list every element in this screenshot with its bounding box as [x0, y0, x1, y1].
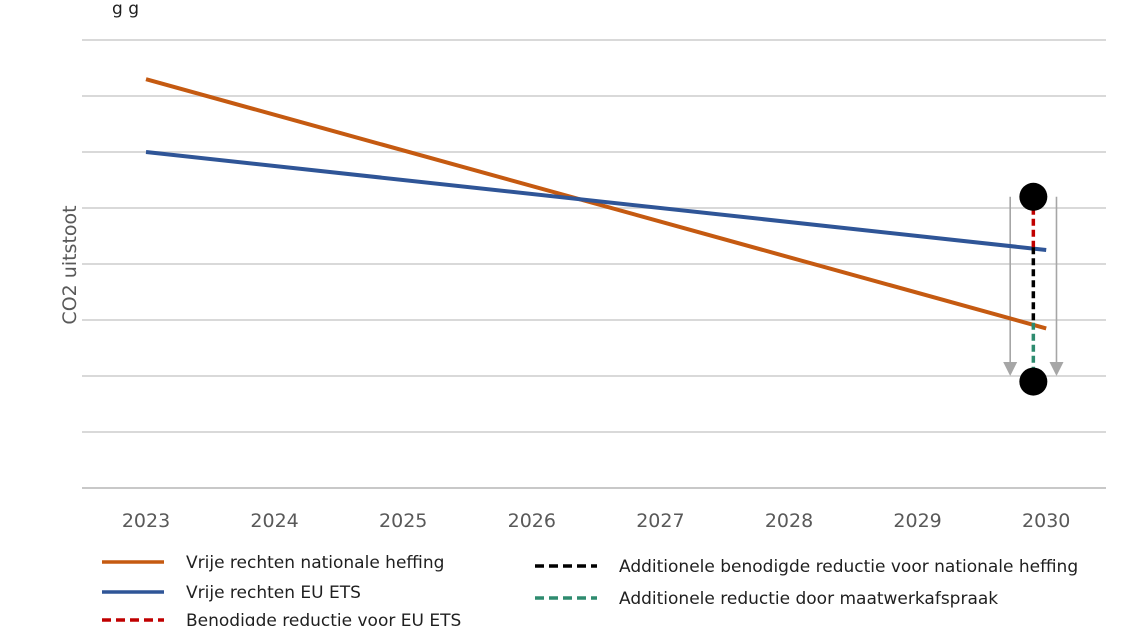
- series-lines: [145, 77, 1047, 331]
- legend-label: Vrije rechten EU ETS: [186, 583, 361, 603]
- reduction-arrow-head: [1049, 362, 1064, 376]
- x-tick-label: 2023: [122, 510, 170, 532]
- legend-label: Vrije rechten nationale heffing: [186, 553, 444, 573]
- legend-label: Additionele reductie door maatwerkafspra…: [619, 589, 998, 609]
- x-tick-label: 2027: [636, 510, 684, 532]
- markers: [1019, 182, 1048, 396]
- top-text-fragment: g g: [112, 0, 139, 19]
- x-axis-ticks: 2023 2024 2025 2026 2027 2028 2029 2030: [122, 510, 1071, 532]
- series-line-1: [145, 77, 1047, 331]
- reduction-arrows: [1003, 196, 1064, 376]
- series-line-2: [145, 150, 1047, 252]
- marker-dot-2: [1019, 367, 1048, 396]
- x-tick-label: 2028: [765, 510, 813, 532]
- y-axis-title: CO2 uitstoot: [59, 205, 81, 324]
- legend-label: Additionele benodigde reductie voor nati…: [619, 557, 1078, 577]
- marker-dot-1: [1019, 182, 1048, 211]
- reduction-arrow-head: [1003, 362, 1018, 376]
- x-tick-label: 2024: [250, 510, 298, 532]
- gridlines: [82, 39, 1106, 489]
- x-tick-label: 2026: [508, 510, 556, 532]
- x-tick-label: 2029: [893, 510, 941, 532]
- x-tick-label: 2030: [1022, 510, 1070, 532]
- legend-label: Benodigde reductie voor EU ETS: [186, 611, 461, 626]
- legend: Vrije rechten nationale heffing Vrije rec…: [102, 553, 1078, 626]
- x-tick-label: 2025: [379, 510, 427, 532]
